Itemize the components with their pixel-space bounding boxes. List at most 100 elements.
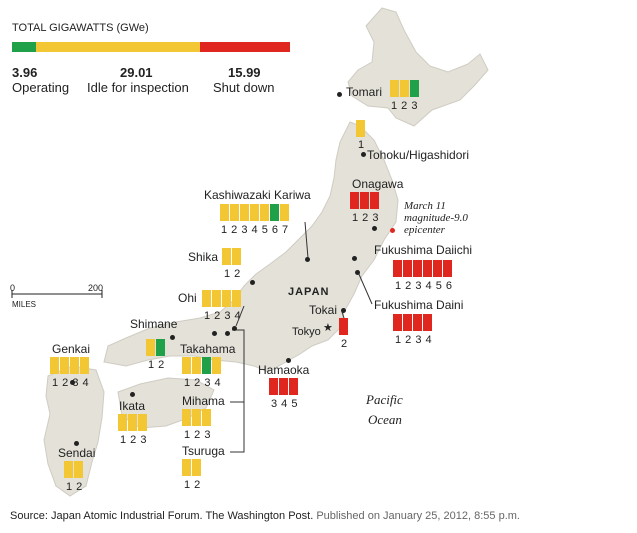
ikata-label: Ikata [119, 399, 146, 413]
ikata-unit-1 [118, 414, 127, 431]
legend-bar-shutdown [200, 42, 290, 52]
takahama-dot [225, 331, 230, 336]
tokai-dot [341, 308, 346, 313]
onagawa-label: Onagawa [352, 177, 404, 191]
tohoku-units [356, 120, 365, 137]
tomari-units [390, 80, 419, 97]
shimane-unit-1 [146, 339, 155, 356]
fukudaini-unit-4 [423, 314, 432, 331]
epicenter-dot [390, 228, 395, 233]
shika-units [222, 248, 241, 265]
shika-unit-1 [222, 248, 231, 265]
shika-label: Shika [188, 250, 219, 264]
country-label: JAPAN [288, 286, 330, 298]
onagawa-unit-1 [350, 192, 359, 209]
genkai-unit-1 [50, 357, 59, 374]
tsuruga-unit-1 [182, 459, 191, 476]
sendai-unit-2 [74, 461, 83, 478]
ikata-units [118, 414, 147, 431]
hamaoka-dot [286, 358, 291, 363]
kashiwazaki-unit-1 [220, 204, 229, 221]
fukudaiichi-unit-4 [423, 260, 432, 277]
tokyo-label: Tokyo [292, 326, 321, 338]
onagawa-numbers: 1 2 3 [352, 212, 379, 224]
onagawa-unit-2 [360, 192, 369, 209]
mihama-units [182, 409, 211, 426]
takahama-numbers: 1 2 3 4 [184, 377, 222, 389]
tomari-unit-1 [390, 80, 399, 97]
mihama-tsuruga-bracket [230, 329, 245, 453]
fukudaini-unit-1 [393, 314, 402, 331]
fukudaini-numbers: 1 2 3 4 [395, 334, 433, 346]
kashiwazaki-label: Kashiwazaki Kariwa [204, 188, 311, 202]
mihama-label: Mihama [182, 394, 225, 408]
genkai-unit-3 [70, 357, 79, 374]
tokai-leader [341, 311, 345, 319]
legend-shutdown-label: Shut down [213, 80, 275, 95]
ohi-label: Ohi [178, 291, 197, 305]
ikata-unit-3 [138, 414, 147, 431]
footer-source: Source: Japan Atomic Industrial Forum. T… [10, 510, 314, 522]
footer-line: Source: Japan Atomic Industrial Forum. T… [10, 510, 520, 523]
kashiwazaki-unit-5 [260, 204, 269, 221]
takahama-unit-1 [182, 357, 191, 374]
ohi-unit-4 [232, 290, 241, 307]
mihama-unit-2 [192, 409, 201, 426]
tohoku-numbers: 1 [358, 139, 365, 151]
tohoku-label: Tohoku/Higashidori [367, 148, 470, 162]
epicenter-line3: epicenter [404, 224, 445, 236]
fukudaiichi-unit-1 [393, 260, 402, 277]
tokai-numbers: 2 [341, 338, 348, 350]
takahama-units [182, 357, 221, 374]
tsuruga-numbers: 1 2 [184, 479, 201, 491]
kashiwazaki-numbers: 1 2 3 4 5 6 7 [221, 224, 289, 236]
tokai-label: Tokai [309, 303, 338, 317]
genkai-unit-4 [80, 357, 89, 374]
tsuruga-unit-2 [192, 459, 201, 476]
shika-dot [250, 280, 255, 285]
kashiwazaki-unit-3 [240, 204, 249, 221]
kashiwazaki-leader [304, 221, 309, 259]
takahama-label: Takahama [180, 342, 236, 356]
sendai-label: Sendai [58, 446, 96, 460]
legend-operating-label: Operating [12, 80, 70, 95]
fukudaiichi-label: Fukushima Daiichi [374, 243, 473, 257]
tohoku-unit-1 [356, 120, 365, 137]
takahama-unit-4 [212, 357, 221, 374]
tomari-dot [337, 92, 342, 97]
ikata-dot [130, 392, 135, 397]
mihama-dot [212, 331, 217, 336]
ikata-numbers: 1 2 3 [120, 434, 147, 446]
shika-unit-2 [232, 248, 241, 265]
ikata-unit-2 [128, 414, 137, 431]
sendai-dot [74, 441, 79, 446]
shimane-label: Shimane [130, 317, 178, 331]
genkai-unit-2 [60, 357, 69, 374]
shimane-unit-2 [156, 339, 165, 356]
shimane-numbers: 1 2 [148, 359, 165, 371]
onagawa-unit-3 [370, 192, 379, 209]
ohi-dot [232, 326, 237, 331]
ocean-label-2: Ocean [368, 412, 402, 427]
kashiwazaki-dot [305, 257, 310, 262]
fukudaini-label: Fukushima Daini [374, 298, 464, 312]
fukudaiichi-dot [352, 256, 357, 261]
fukudaiichi-units [393, 260, 452, 277]
hamaoka-numbers: 3 4 5 [271, 398, 298, 410]
kashiwazaki-unit-7 [280, 204, 289, 221]
fukudaini-units [393, 314, 432, 331]
tsuruga-units [182, 459, 201, 476]
kashiwazaki-unit-4 [250, 204, 259, 221]
tomari-numbers: 1 2 3 [391, 100, 418, 112]
legend-title: TOTAL GIGAWATTS (GWe) [12, 22, 149, 34]
fukudaini-leader [357, 271, 373, 305]
tomari-unit-3 [410, 80, 419, 97]
hamaoka-label: Hamaoka [258, 363, 310, 377]
ohi-unit-2 [212, 290, 221, 307]
kyushu-landmass [43, 365, 105, 497]
ohi-leader [235, 305, 245, 327]
sendai-units [64, 461, 83, 478]
tokai-units [339, 318, 348, 335]
tokyo-star-icon: ★ [323, 322, 333, 334]
